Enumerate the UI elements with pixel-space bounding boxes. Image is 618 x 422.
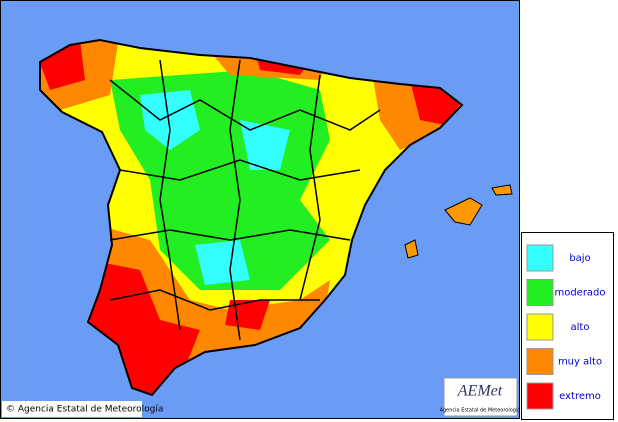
legend-label: alto [571, 322, 590, 333]
balearic-islands [404, 184, 513, 259]
legend-label: moderado [554, 288, 605, 299]
copyright-box [2, 401, 142, 417]
legend-label: bajo [569, 253, 590, 264]
logo-text: AEMet [457, 383, 503, 400]
legend-swatch [526, 279, 554, 306]
legend-swatch [526, 348, 554, 375]
legend-swatch [526, 244, 554, 272]
copyright: © Agencia Estatal de Meteorología [6, 405, 163, 415]
coastline [39, 38, 464, 397]
logo-subtitle: Agencia Estatal de Meteorología [440, 407, 521, 414]
legend-swatch [526, 313, 554, 341]
logo-box [443, 377, 518, 417]
province-borders [109, 59, 381, 341]
legend-label: extremo [559, 391, 601, 402]
legend-swatch [526, 382, 554, 410]
legend-label: muy alto [558, 357, 602, 368]
